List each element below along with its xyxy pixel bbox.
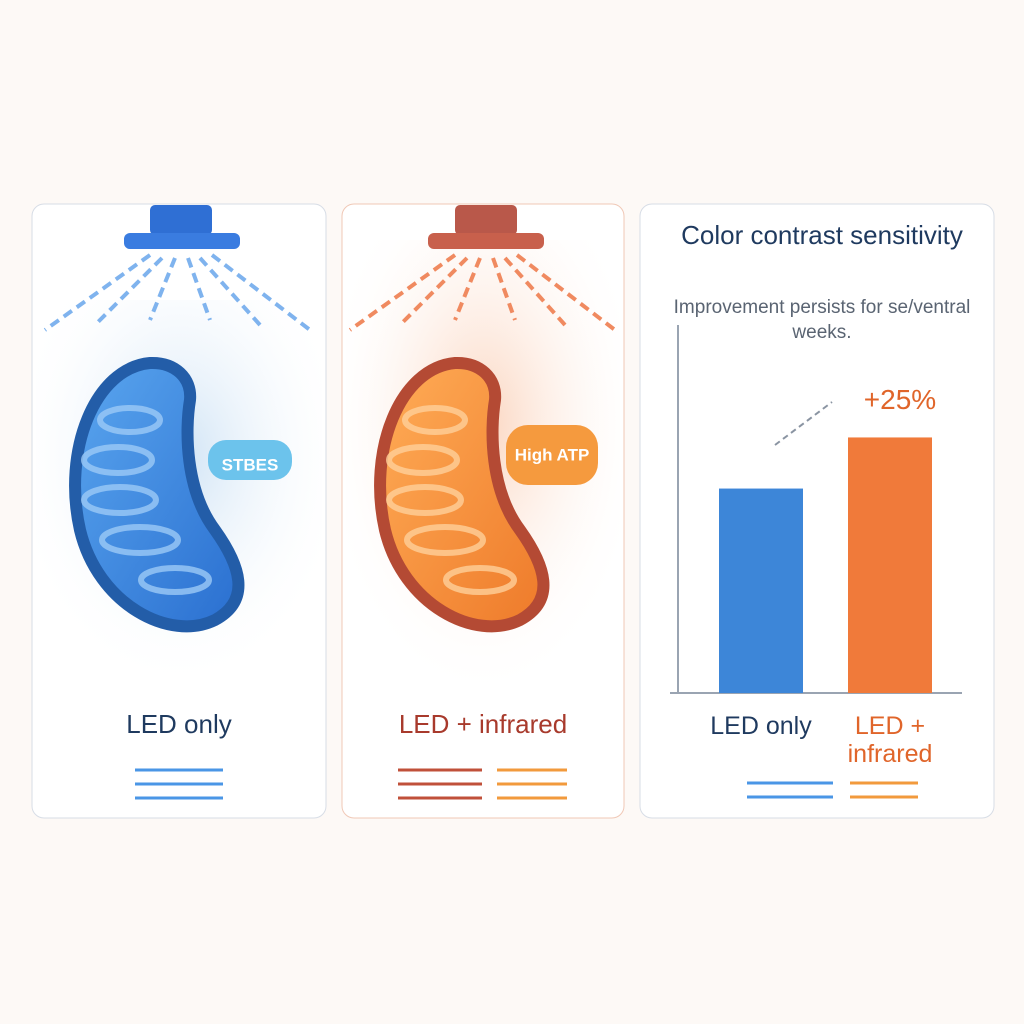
cristae xyxy=(386,405,517,595)
decor-lines xyxy=(135,768,223,800)
decor-lines xyxy=(398,768,567,800)
light-rays xyxy=(43,253,312,332)
cristae xyxy=(81,405,212,595)
badge-text: High ATP xyxy=(515,445,590,464)
lamp-base xyxy=(428,233,544,249)
bar xyxy=(719,488,803,693)
light-rays xyxy=(348,253,617,332)
badge xyxy=(208,440,292,480)
decor-lines xyxy=(747,781,918,799)
chart-title: Color contrast sensitivity xyxy=(681,220,963,250)
x-tick-label: LED + infrared xyxy=(847,712,933,768)
chart-subtitle: Improvement persists for se/ventral week… xyxy=(673,297,971,343)
bar xyxy=(848,437,932,693)
annotation: +25% xyxy=(864,384,936,415)
x-tick-label: LED only xyxy=(710,712,812,740)
lamp-base xyxy=(124,233,240,249)
badge-text: STBES xyxy=(222,455,279,474)
lamp xyxy=(150,205,212,235)
panel-label: LED only xyxy=(126,709,232,739)
badge xyxy=(506,425,598,485)
annotation-line xyxy=(774,401,833,446)
lamp xyxy=(455,205,517,235)
panel-label: LED + infrared xyxy=(399,709,567,739)
